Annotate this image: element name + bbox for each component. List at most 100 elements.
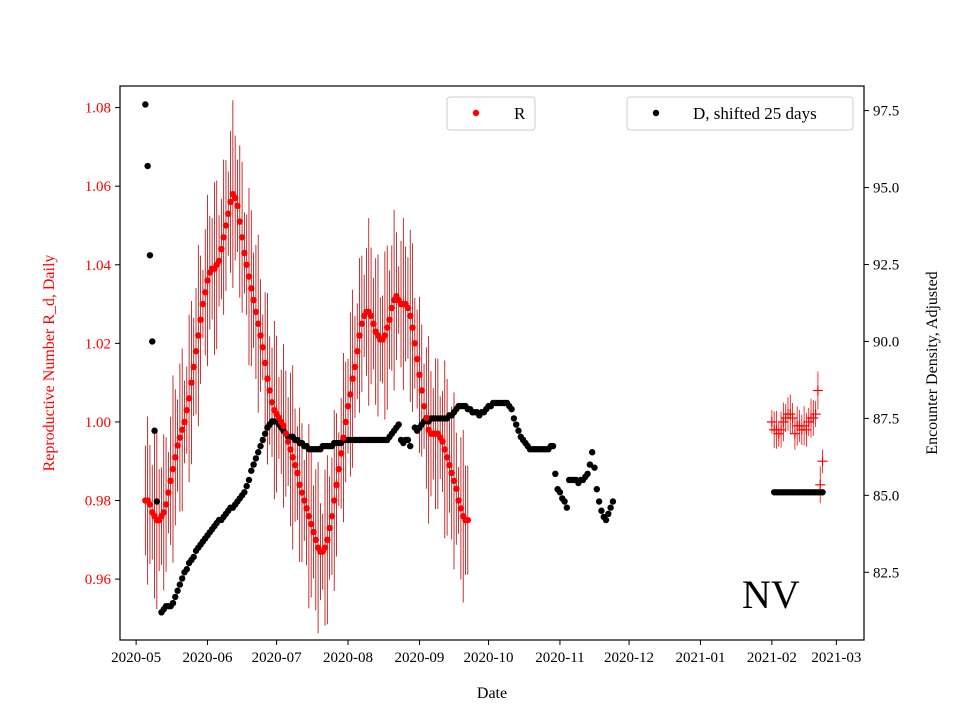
r-point [167,477,174,485]
y-right-tick-label: 95.0 [873,181,899,197]
d-point [404,436,412,444]
r-point [162,501,170,508]
r-point [178,426,186,433]
r-point [455,497,462,504]
d-point [172,593,179,601]
d-point [146,252,154,259]
d-point [556,489,564,496]
r-point [337,450,345,457]
r-point [234,202,241,210]
r-point [268,399,276,406]
r-point [384,324,391,331]
y-axis-left-label: Reproductive Number R_d, Daily [41,255,58,472]
legend-d-marker [652,109,660,117]
d-point [153,498,161,505]
r-point [181,418,188,426]
r-point [312,536,319,544]
y-left-tick-label: 1.08 [85,101,111,117]
r-point [303,505,310,512]
r-point [307,520,315,528]
r-point [291,461,299,469]
r-forecast-point [787,413,798,424]
r-point [367,312,375,320]
x-tick-label: 2020-11 [535,650,584,666]
d-point [510,415,518,422]
r-point [333,481,340,488]
r-point [252,308,260,316]
r-point [195,332,202,339]
r-point [446,461,453,469]
r-point [250,296,257,304]
r-point [448,469,455,477]
d-point [589,449,596,456]
r-point [370,320,377,327]
r-point [183,406,190,414]
r-point [342,418,349,426]
x-tick-label: 2020-08 [323,650,373,666]
r-point [204,277,211,284]
r-point [172,454,179,461]
d-point [250,461,257,468]
r-point [328,513,336,520]
d-point [609,498,617,505]
r-point [423,414,430,422]
r-point [388,304,395,312]
x-tick-label: 2020-09 [394,650,444,666]
y-right-tick-label: 85.0 [873,488,899,504]
d-point [591,464,598,471]
y-left-tick-label: 1.00 [85,415,111,431]
r-forecast-point [776,424,787,435]
x-tick-label: 2021-03 [811,650,861,666]
x-axis-label: Date [477,685,507,702]
y-left-tick-label: 1.02 [85,336,111,352]
legend-r-marker [472,109,480,117]
d-point [169,599,177,607]
y-right-tick-label: 82.5 [873,565,899,581]
d-point [259,436,267,444]
r-point [185,395,193,402]
r-point [294,469,301,477]
r-forecast-point [815,479,826,490]
r-point [190,363,197,371]
r-point [453,485,460,492]
r-point [409,324,416,331]
r-point [192,348,200,355]
r-point [296,481,303,488]
r-point [450,477,458,485]
r-point [356,332,363,339]
legend-d-frame [626,96,854,131]
x-tick-label: 2020-10 [464,650,514,666]
d-point [241,489,248,496]
r-forecast-point [812,385,823,396]
r-point [284,438,292,445]
r-point [457,505,465,512]
d-point [257,442,264,450]
r-forecast-point [789,428,800,439]
r-point [298,489,306,496]
d-point [174,587,181,594]
y-axis-right: 82.5 85.0 87.5 90.0 92.5 95.0 97.5 [864,104,899,581]
r-point [169,465,177,473]
r-point [264,375,271,382]
d-point [243,482,250,490]
r-point [386,316,393,323]
r-point [340,434,347,441]
d-point [508,405,515,413]
r-point [197,316,204,323]
d-point [144,162,151,170]
d-point [407,442,414,450]
r-point [331,497,338,504]
y-axis-right-label: Encounter Density, Adjusted [924,271,941,454]
d-series-layer [142,101,826,616]
r-point [280,422,287,430]
r-point [418,387,425,394]
x-tick-label: 2021-02 [747,650,797,666]
x-tick-label: 2020-07 [252,650,302,666]
r-point [248,285,255,292]
y-right-tick-label: 90.0 [873,334,899,350]
r-point [404,304,412,312]
r-point [238,234,246,241]
d-point [605,510,612,518]
r-point [174,442,181,449]
